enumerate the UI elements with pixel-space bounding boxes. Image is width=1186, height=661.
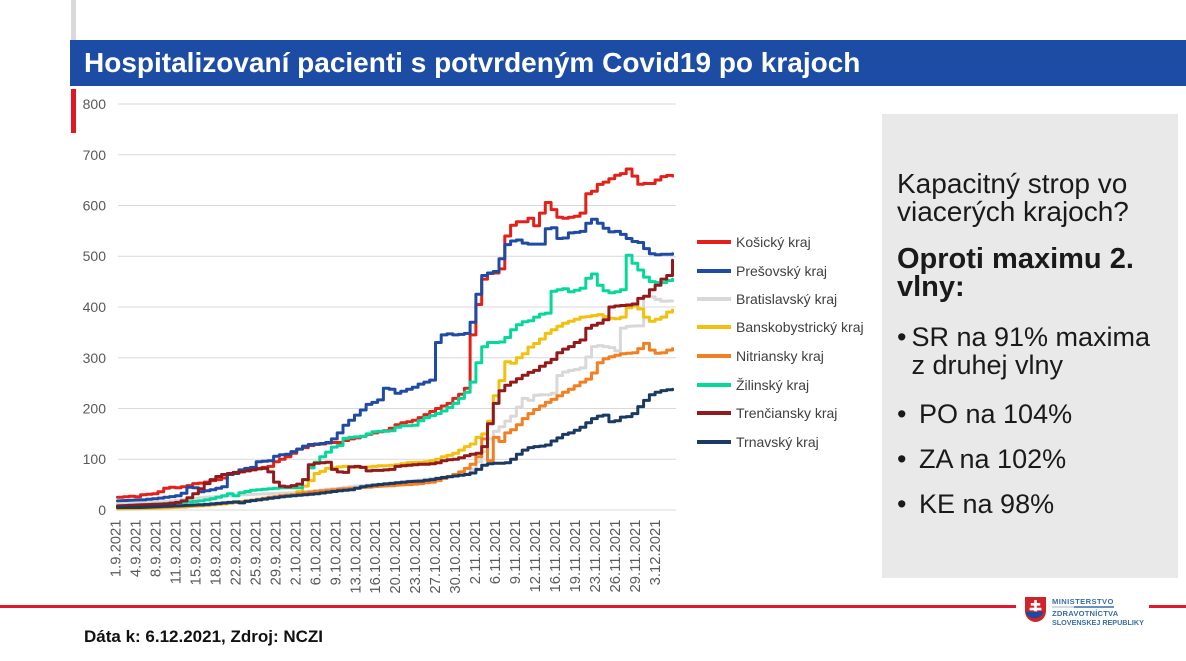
svg-text:22.9.2021: 22.9.2021 (228, 520, 244, 586)
svg-text:Žilinský kraj: Žilinský kraj (736, 377, 809, 393)
svg-text:11.9.2021: 11.9.2021 (169, 520, 185, 585)
svg-text:SLOVENSKEJ REPUBLIKY: SLOVENSKEJ REPUBLIKY (1052, 618, 1144, 627)
svg-text:Trenčiansky kraj: Trenčiansky kraj (736, 405, 837, 421)
svg-text:6.11.2021: 6.11.2021 (488, 520, 504, 585)
svg-text:3.12.2021: 3.12.2021 (648, 520, 664, 586)
svg-text:0: 0 (98, 502, 106, 518)
svg-text:16.10.2021: 16.10.2021 (368, 520, 384, 594)
svg-text:200: 200 (83, 401, 107, 417)
svg-text:23.11.2021: 23.11.2021 (588, 520, 604, 593)
svg-text:500: 500 (83, 248, 107, 264)
svg-text:Nitriansky kraj: Nitriansky kraj (736, 348, 824, 364)
svg-text:Košický kraj: Košický kraj (736, 234, 811, 250)
svg-text:20.10.2021: 20.10.2021 (388, 520, 404, 594)
svg-text:4.9.2021: 4.9.2021 (129, 520, 145, 578)
svg-text:30.10.2021: 30.10.2021 (448, 520, 464, 594)
svg-text:8.9.2021: 8.9.2021 (149, 520, 165, 578)
svg-text:15.9.2021: 15.9.2021 (189, 520, 205, 586)
svg-text:700: 700 (83, 147, 107, 163)
svg-text:ZDRAVOTNÍCTVA: ZDRAVOTNÍCTVA (1052, 609, 1119, 618)
svg-text:27.10.2021: 27.10.2021 (428, 520, 444, 594)
svg-text:1.9.2021: 1.9.2021 (109, 520, 125, 578)
svg-text:300: 300 (83, 350, 107, 366)
svg-text:MINISTERSTVO: MINISTERSTVO (1052, 597, 1114, 606)
svg-text:800: 800 (83, 96, 107, 112)
svg-text:26.11.2021: 26.11.2021 (608, 520, 624, 593)
svg-text:29.11.2021: 29.11.2021 (628, 520, 644, 593)
svg-text:100: 100 (83, 451, 107, 467)
svg-text:Trnavský kraj: Trnavský kraj (736, 434, 819, 450)
svg-text:600: 600 (83, 198, 107, 214)
svg-text:16.11.2021: 16.11.2021 (548, 520, 564, 593)
svg-text:25.9.2021: 25.9.2021 (248, 520, 264, 586)
svg-text:13.10.2021: 13.10.2021 (348, 520, 364, 594)
svg-text:2.11.2021: 2.11.2021 (468, 520, 484, 585)
svg-text:12.11.2021: 12.11.2021 (528, 520, 544, 593)
svg-text:9.10.2021: 9.10.2021 (328, 520, 344, 586)
svg-text:2.10.2021: 2.10.2021 (288, 520, 304, 586)
svg-text:23.10.2021: 23.10.2021 (408, 520, 424, 594)
svg-text:19.11.2021: 19.11.2021 (568, 520, 584, 593)
svg-text:29.9.2021: 29.9.2021 (268, 520, 284, 586)
svg-text:6.10.2021: 6.10.2021 (308, 520, 324, 586)
svg-text:Prešovský kraj: Prešovský kraj (736, 263, 827, 279)
svg-text:18.9.2021: 18.9.2021 (209, 520, 225, 586)
svg-text:Bratislavský kraj: Bratislavský kraj (736, 291, 837, 307)
svg-text:Banskobystrický kraj: Banskobystrický kraj (736, 319, 864, 335)
svg-text:9.11.2021: 9.11.2021 (508, 520, 524, 585)
svg-text:400: 400 (83, 299, 107, 315)
